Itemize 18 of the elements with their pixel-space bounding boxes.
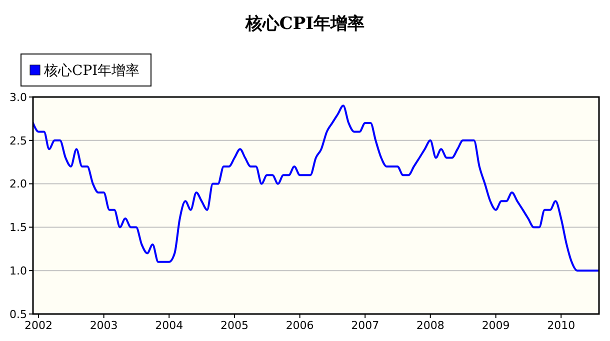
x-tick-label: 2005	[220, 319, 249, 332]
y-tick-label: 1.0	[10, 264, 27, 278]
line-series	[33, 104, 599, 272]
chart-title: 核心CPI年增率	[244, 14, 365, 34]
legend-label: 核心CPI年增率	[43, 62, 140, 79]
y-tick-label: 2.0	[10, 178, 27, 191]
x-tick-label: 2004	[155, 319, 184, 332]
y-tick-label: 0.5	[10, 308, 27, 321]
x-tick-label: 2002	[24, 319, 53, 332]
y-tick-label: 3.0	[10, 90, 27, 104]
x-tick-label: 2008	[416, 319, 444, 332]
x-tick-label: 2010	[547, 319, 576, 332]
x-tick-label: 2006	[286, 319, 314, 332]
x-tick-label: 2009	[482, 319, 510, 332]
x-tick-label: 2003	[90, 319, 118, 332]
y-tick-label: 2.5	[10, 134, 27, 148]
y-tick-label: 1.5	[10, 221, 27, 234]
x-tick-label: 2007	[351, 319, 380, 332]
